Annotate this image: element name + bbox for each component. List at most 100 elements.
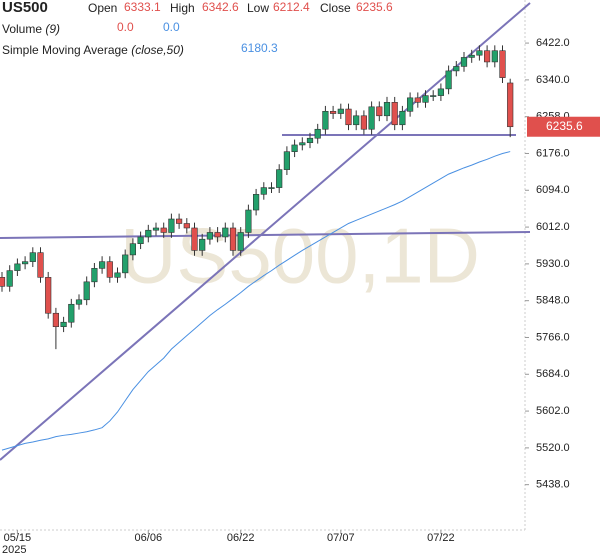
sma-line — [1, 151, 511, 451]
y-tick-label: 6340.0 — [536, 74, 570, 86]
candle-body — [483, 50, 491, 63]
candle-body — [453, 66, 460, 72]
volume-value: 0.0 — [163, 20, 180, 34]
ohlc-value: 6212.4 — [273, 0, 310, 14]
candle-body — [160, 227, 167, 233]
candle-body — [168, 218, 175, 233]
candle-body — [299, 142, 306, 146]
candle-body — [437, 88, 445, 96]
price-label: 6235.6 — [546, 119, 583, 133]
candle-body — [91, 268, 98, 283]
x-tick-label: 07/22 — [427, 532, 455, 544]
candle-body — [0, 277, 6, 287]
candle-body — [491, 50, 498, 63]
price-label-bg — [527, 116, 600, 137]
candle-body — [291, 144, 298, 152]
candle-body — [45, 277, 52, 314]
candles — [0, 45, 514, 451]
candle-body — [129, 243, 137, 256]
candle-body — [21, 261, 29, 265]
candle-body — [337, 108, 344, 114]
candle-body — [422, 95, 429, 103]
candle-body — [68, 303, 75, 323]
candle-body — [106, 261, 113, 278]
candle-body — [229, 227, 237, 251]
symbol: US500 — [2, 0, 48, 16]
candle-body — [152, 227, 160, 231]
candle-body — [322, 110, 329, 130]
ohlc-label: Low — [247, 1, 269, 15]
candle-body — [468, 54, 475, 58]
volume-value: 0.0 — [117, 20, 134, 34]
candle-body — [29, 252, 36, 262]
candle-body — [376, 106, 383, 117]
candle-body — [329, 110, 337, 114]
sma-params: (close,50) — [131, 43, 184, 57]
y-tick-label: 5684.0 — [536, 368, 570, 380]
x-tick-label: 05/15 — [4, 532, 32, 544]
candle-body — [6, 270, 13, 287]
volume-label: Volume (9) — [2, 22, 60, 36]
candle-body — [75, 299, 83, 305]
trend-line — [0, 2, 531, 461]
candle-body — [353, 115, 360, 126]
candle-body — [391, 102, 398, 126]
sma-label: Simple Moving Average (close,50) — [2, 43, 184, 57]
y-tick-label: 5602.0 — [536, 405, 570, 417]
volume-name: Volume — [2, 22, 42, 36]
y-tick-label: 6176.0 — [536, 147, 570, 159]
candle-body — [414, 97, 421, 103]
candle-body — [460, 57, 468, 67]
candle-body — [206, 232, 214, 240]
candle-body — [37, 252, 44, 278]
candle-body — [283, 151, 291, 170]
y-tick-label: 6012.0 — [536, 221, 570, 233]
x-tick-label: 07/07 — [327, 532, 355, 544]
candle-body — [383, 102, 391, 117]
candle-body — [368, 106, 375, 130]
candle-body — [245, 209, 252, 233]
ohlc-label: Close — [320, 1, 351, 15]
y-tick-label: 5766.0 — [536, 331, 570, 343]
watermark: US500,1D — [120, 212, 480, 300]
candle-body — [99, 261, 106, 269]
x-tick-label: 06/06 — [135, 532, 163, 544]
candle-body — [114, 272, 121, 278]
candle-body — [499, 50, 506, 78]
y-tick-label: 5438.0 — [536, 479, 570, 491]
candle-body — [183, 223, 190, 229]
candle-body — [314, 128, 321, 139]
candle-body — [268, 187, 275, 189]
candle-body — [60, 321, 67, 328]
y-tick-label: 5520.0 — [536, 442, 570, 454]
ohlc-label: High — [170, 1, 195, 15]
candle-body — [360, 115, 368, 130]
candle-body — [122, 254, 129, 274]
x-tick-label: 06/22 — [227, 532, 255, 544]
x-year: 2025 — [2, 544, 26, 556]
candle-body — [214, 232, 221, 238]
y-tick-label: 5930.0 — [536, 258, 570, 270]
candle-body — [52, 312, 59, 328]
candle-body — [507, 82, 514, 128]
ohlc-value: 6342.6 — [202, 0, 239, 14]
volume-params: (9) — [45, 22, 60, 36]
candle-body — [237, 232, 244, 251]
candle-body — [137, 236, 144, 244]
candle-body — [191, 227, 198, 251]
sma-name: Simple Moving Average — [2, 43, 128, 57]
candle-body — [445, 70, 452, 90]
legend: US500 Open 6333.1 High 6342.6 Low 6212.4… — [2, 0, 393, 57]
candle-body — [476, 50, 483, 56]
candle-body — [199, 238, 206, 251]
horizontal-line — [0, 231, 531, 239]
candle-body — [83, 281, 90, 301]
candle-body — [14, 263, 21, 271]
candle-body — [253, 194, 260, 211]
candle-body — [399, 110, 406, 126]
ohlc-label: Open — [88, 1, 117, 15]
y-tick-label: 5848.0 — [536, 295, 570, 307]
y-tick-label: 6094.0 — [536, 184, 570, 196]
sma-value: 6180.3 — [241, 41, 278, 55]
